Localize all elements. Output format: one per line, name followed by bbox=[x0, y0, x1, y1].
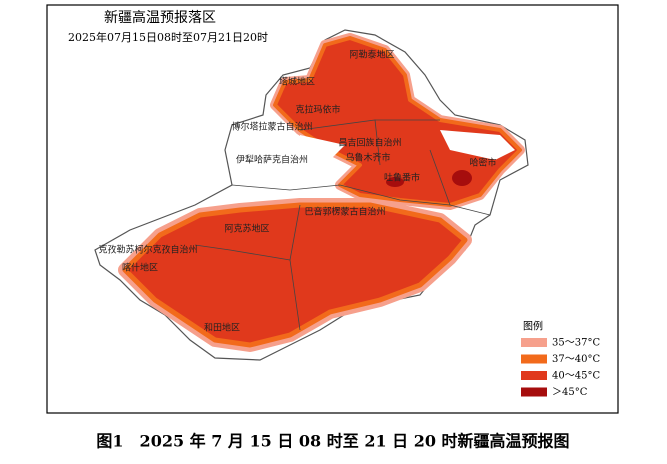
legend-swatch bbox=[521, 338, 547, 347]
region-label: 阿勒泰地区 bbox=[349, 49, 394, 61]
map-subtitle: 2025年07月15日08时至07月21日20时 bbox=[68, 30, 268, 44]
legend-label: 35～37°C bbox=[552, 338, 600, 349]
boundaries bbox=[194, 119, 491, 331]
region-label: 伊犁哈萨克自治州 bbox=[236, 154, 308, 166]
legend-swatch bbox=[521, 387, 547, 397]
region-label: 昌吉回族自治州 bbox=[338, 137, 401, 149]
legend-swatch bbox=[521, 354, 547, 364]
region-label: 哈密市 bbox=[469, 157, 496, 169]
legend-title: 图例 bbox=[523, 320, 543, 333]
region-label: 博尔塔拉蒙古自治州 bbox=[231, 121, 312, 133]
legend-label: 37～40°C bbox=[552, 354, 600, 365]
region-label: 塔城地区 bbox=[279, 76, 315, 88]
region-label: 克孜勒苏柯尔克孜自治州 bbox=[98, 244, 197, 256]
region-label: 乌鲁木齐市 bbox=[345, 152, 390, 164]
region-label: 喀什地区 bbox=[122, 262, 158, 274]
region-label: 阿克苏地区 bbox=[224, 223, 269, 235]
legend-label: 40～45°C bbox=[552, 371, 600, 382]
region-label: 巴音郭楞蒙古自治州 bbox=[304, 206, 385, 218]
legend-label: ＞45°C bbox=[552, 387, 588, 398]
caption: 图1 2025 年 7 月 15 日 08 时至 21 日 20 时新疆高温预报… bbox=[96, 432, 569, 451]
map-title: 新疆高温预报落区 bbox=[104, 9, 216, 26]
region-label: 克拉玛依市 bbox=[295, 104, 340, 116]
region-label: 吐鲁番市 bbox=[384, 172, 420, 184]
region-label: 和田地区 bbox=[204, 322, 240, 334]
legend-swatch bbox=[521, 371, 547, 380]
